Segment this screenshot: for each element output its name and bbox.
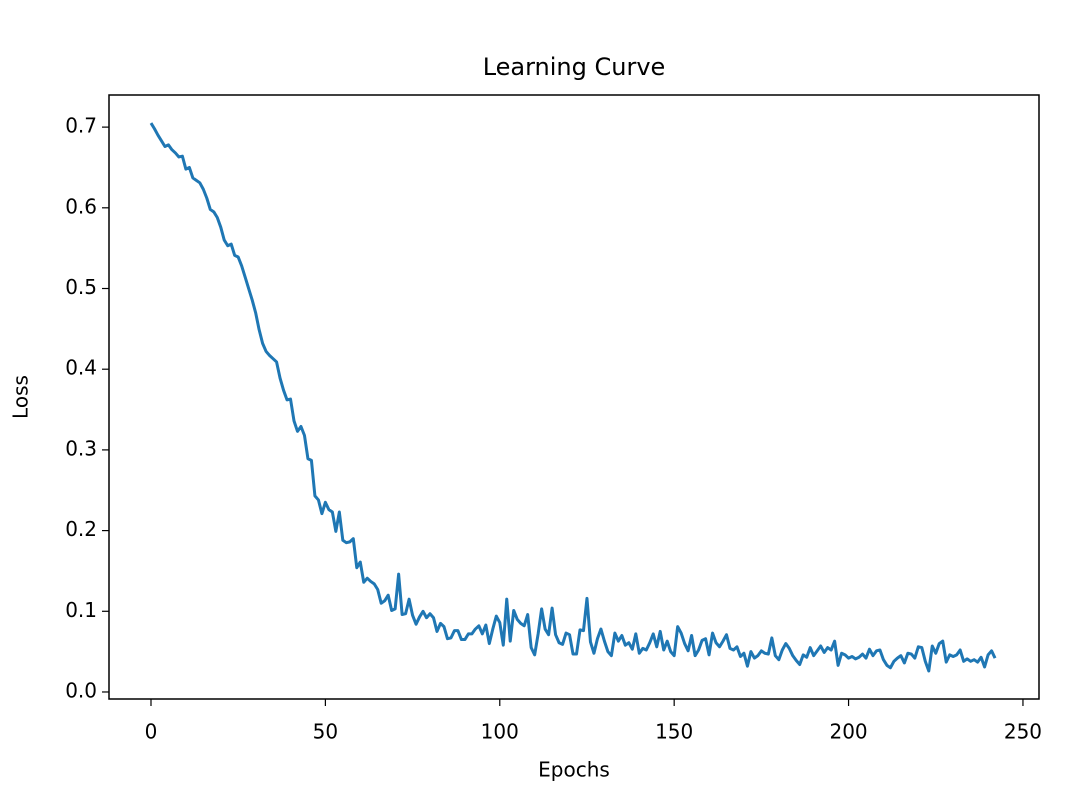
y-tick-label: 0.2 <box>65 517 97 541</box>
x-tick-label: 200 <box>829 720 867 744</box>
y-tick-label: 0.0 <box>65 678 97 702</box>
x-tick-label: 50 <box>313 720 338 744</box>
y-tick-label: 0.6 <box>65 194 97 218</box>
plot-frame <box>108 94 1040 700</box>
x-tick-label: 250 <box>1004 720 1042 744</box>
x-axis-label: Epochs <box>538 758 610 782</box>
x-tick-label: 100 <box>481 720 519 744</box>
y-axis-label: Loss <box>9 375 33 419</box>
y-tick-label: 0.3 <box>65 436 97 460</box>
x-tick-label: 150 <box>655 720 693 744</box>
chart-title: Learning Curve <box>483 53 666 81</box>
data-line <box>149 122 997 673</box>
y-tick-label: 0.5 <box>65 275 97 299</box>
y-tick-label: 0.7 <box>65 114 97 138</box>
y-tick-label: 0.1 <box>65 598 97 622</box>
x-tick-label: 0 <box>145 720 158 744</box>
y-tick-label: 0.4 <box>65 356 97 380</box>
